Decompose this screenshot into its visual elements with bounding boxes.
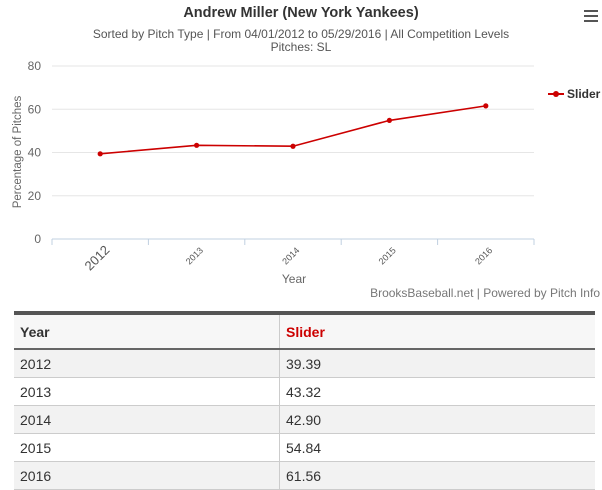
data-table: Year Slider 2012 39.39 2013 43.32 2014 4… [14,311,595,490]
table-header-slider[interactable]: Slider [279,311,595,350]
table-cell-value: 61.56 [279,461,595,490]
table-row: 2015 54.84 [14,433,595,462]
data-point[interactable] [194,142,200,148]
table-cell-year: 2015 [14,433,280,462]
legend-label: Slider [567,87,601,101]
data-point[interactable] [97,151,103,157]
x-tick-label: 2014 [280,245,301,266]
table-cell-value: 43.32 [279,377,595,406]
table-cell-year: 2012 [14,349,280,378]
table-cell-year: 2014 [14,405,280,434]
x-tick-label: 2015 [377,245,398,266]
legend-item-slider[interactable]: Slider [548,87,600,101]
data-point[interactable] [483,103,489,109]
y-tick-label: 0 [34,232,41,246]
table-cell-year: 2013 [14,377,280,406]
x-tick-label: 2013 [184,245,205,266]
data-point[interactable] [386,117,392,124]
chart-subtitle: Sorted by Pitch Type | From 04/01/2012 t… [0,28,602,54]
table-cell-value: 42.90 [279,405,595,434]
table-cell-value: 54.84 [279,433,595,462]
table-row: 2012 39.39 [14,349,595,378]
y-tick-label: 60 [28,102,42,116]
legend-line-marker-icon [548,89,564,99]
table-cell-value: 39.39 [279,349,595,378]
table-header-year[interactable]: Year [14,311,280,350]
x-tick-label: 2016 [473,245,494,266]
table-row: 2016 61.56 [14,461,595,490]
plot-area: 0 20 40 60 80 2012 2013 2014 2015 2016 [28,59,535,273]
x-tick-label: 2012 [81,242,112,273]
y-axis-title: Percentage of Pitches [12,95,24,209]
y-tick-label: 80 [28,59,42,73]
table-header-row: Year Slider [14,311,595,350]
data-point[interactable] [290,143,296,149]
subtitle-line-2: Pitches: SL [270,40,332,54]
table-row: 2014 42.90 [14,405,595,434]
chart-credits[interactable]: BrooksBaseball.net | Powered by Pitch In… [370,286,600,300]
subtitle-line-1: Sorted by Pitch Type | From 04/01/2012 t… [92,27,510,41]
table-row: 2013 43.32 [14,377,595,406]
chart-container: Andrew Miller (New York Yankees) Sorted … [0,5,602,300]
chart-title: Andrew Miller (New York Yankees) [183,5,419,21]
table-cell-year: 2016 [14,461,280,490]
y-tick-label: 20 [28,189,42,203]
y-tick-label: 40 [28,146,42,160]
x-axis-title: Year [281,272,307,286]
hamburger-menu-icon[interactable] [584,10,598,22]
